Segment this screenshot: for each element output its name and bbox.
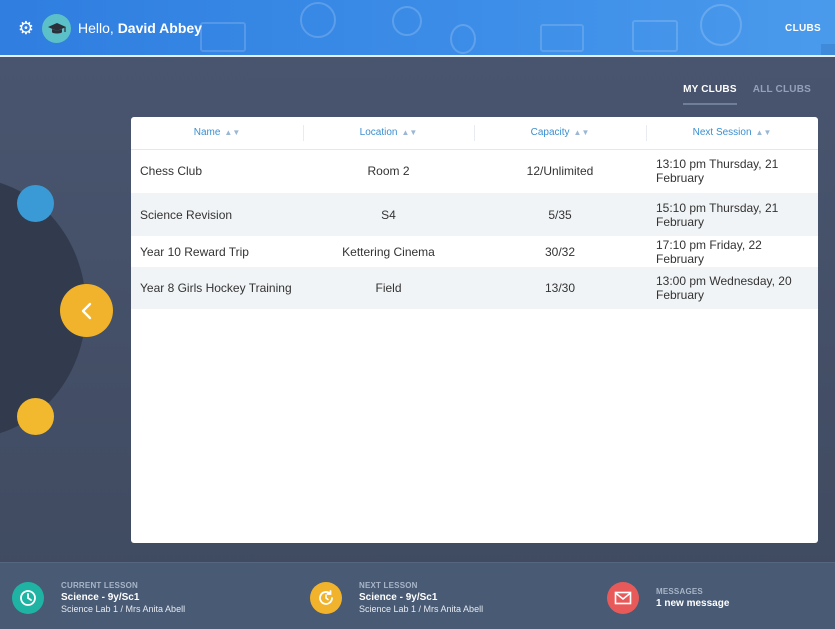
avatar[interactable] — [42, 14, 71, 43]
club-capacity: 12/Unlimited — [526, 164, 594, 179]
tab-all-clubs[interactable]: ALL CLUBS — [752, 84, 811, 95]
corner-marker — [821, 44, 835, 55]
current-lesson-panel[interactable]: CURRENT LESSON Science - 9y/Sc1 Science … — [12, 581, 185, 614]
table-header-row: Name ▲▼ Location ▲▼ Capacity ▲▼ Next Sessio… — [131, 117, 818, 150]
club-name: Year 8 Girls Hockey Training — [140, 281, 292, 295]
column-header-label: Location — [359, 127, 398, 139]
clubs-table: Name ▲▼ Location ▲▼ Capacity ▲▼ Next Sessio… — [131, 117, 818, 309]
next-lesson-title: Science - 9y/Sc1 — [359, 592, 438, 603]
chevron-left-icon — [81, 302, 91, 319]
clubs-table-card: Name ▲▼ Location ▲▼ Capacity ▲▼ Next Sessio… — [131, 117, 818, 543]
clock-forward-icon — [310, 581, 342, 614]
blue-orbit-dot — [17, 185, 54, 222]
gear-icon[interactable]: ⚙ — [17, 18, 35, 38]
next-lesson-label: NEXT LESSON — [359, 581, 418, 590]
column-header-next-session[interactable]: Next Session ▲▼ — [646, 117, 818, 150]
board-doodle-icon — [200, 22, 246, 52]
messages-count: 1 new message — [656, 598, 730, 609]
club-name: Year 10 Reward Trip — [140, 244, 249, 259]
column-header-location[interactable]: Location ▲▼ — [303, 117, 474, 150]
bulb-doodle-icon — [450, 24, 476, 54]
book-doodle-icon — [540, 24, 584, 52]
messages-text: MESSAGES 1 new message — [656, 587, 729, 609]
table-row[interactable]: Chess Club Room 2 12/Unlimited 13:10 pm … — [131, 149, 818, 193]
messages-panel[interactable]: MESSAGES 1 new message — [607, 582, 729, 614]
club-next-session: 17:10 pm Friday, 22 February — [656, 237, 762, 266]
club-location: Kettering Cinema — [342, 244, 435, 259]
table-row[interactable]: Year 8 Girls Hockey Training Field 13/30… — [131, 267, 818, 309]
column-header-capacity[interactable]: Capacity ▲▼ — [474, 117, 646, 150]
messages-label: MESSAGES — [656, 587, 703, 596]
back-button[interactable] — [60, 284, 113, 337]
board-doodle-icon — [632, 20, 678, 52]
column-header-label: Capacity — [530, 127, 570, 139]
current-lesson-label: CURRENT LESSON — [61, 581, 139, 590]
club-capacity: 13/30 — [544, 281, 576, 295]
column-header-label: Next Session — [692, 127, 752, 139]
next-lesson-panel[interactable]: NEXT LESSON Science - 9y/Sc1 Science Lab… — [310, 581, 483, 614]
club-name: Chess Club — [140, 164, 203, 179]
column-header-label: Name — [193, 127, 221, 139]
sort-icon: ▲▼ — [755, 128, 772, 138]
club-next-session: 13:00 pm Wednesday, 20 February — [656, 274, 792, 302]
envelope-icon — [607, 582, 639, 614]
footer-bar: CURRENT LESSON Science - 9y/Sc1 Science … — [0, 562, 835, 629]
clock-icon — [12, 581, 44, 614]
club-next-session: 13:10 pm Thursday, 21 February — [656, 157, 779, 186]
header-bar: ⚙ Hello, David Abbey CLUBS — [0, 0, 835, 57]
club-capacity: 5/35 — [548, 207, 572, 222]
sort-icon: ▲▼ — [224, 128, 241, 138]
table-row[interactable]: Science Revision S4 5/35 15:10 pm Thursd… — [131, 193, 818, 236]
tab-my-clubs[interactable]: MY CLUBS — [683, 84, 737, 105]
planet-doodle-icon — [300, 2, 336, 38]
next-lesson-text: NEXT LESSON Science - 9y/Sc1 Science Lab… — [359, 581, 483, 614]
club-name: Science Revision — [140, 207, 233, 222]
clubs-link[interactable]: CLUBS — [785, 23, 821, 34]
user-name: David Abbey — [117, 20, 202, 36]
atom-doodle-icon — [392, 6, 422, 36]
current-lesson-location: Science Lab 1 / Mrs Anita Abell — [61, 604, 186, 614]
next-lesson-location: Science Lab 1 / Mrs Anita Abell — [359, 604, 484, 614]
club-next-session: 15:10 pm Thursday, 21 February — [656, 200, 779, 229]
club-location: Field — [375, 281, 402, 295]
saturn-doodle-icon — [700, 4, 742, 46]
sort-icon: ▲▼ — [573, 128, 590, 138]
club-location: S4 — [381, 207, 396, 222]
current-lesson-text: CURRENT LESSON Science - 9y/Sc1 Science … — [61, 581, 185, 614]
sort-icon: ▲▼ — [401, 128, 418, 138]
column-header-name[interactable]: Name ▲▼ — [131, 117, 303, 150]
yellow-orbit-dot — [17, 398, 54, 435]
club-tabs: MY CLUBS ALL CLUBS — [683, 84, 811, 105]
greeting-prefix: Hello, — [78, 20, 118, 36]
current-lesson-title: Science - 9y/Sc1 — [61, 592, 140, 603]
club-capacity: 30/32 — [544, 244, 576, 259]
table-row[interactable]: Year 10 Reward Trip Kettering Cinema 30/… — [131, 236, 818, 267]
club-location: Room 2 — [367, 164, 410, 179]
graduation-cap-icon — [47, 22, 66, 33]
greeting: Hello, David Abbey — [78, 20, 202, 36]
